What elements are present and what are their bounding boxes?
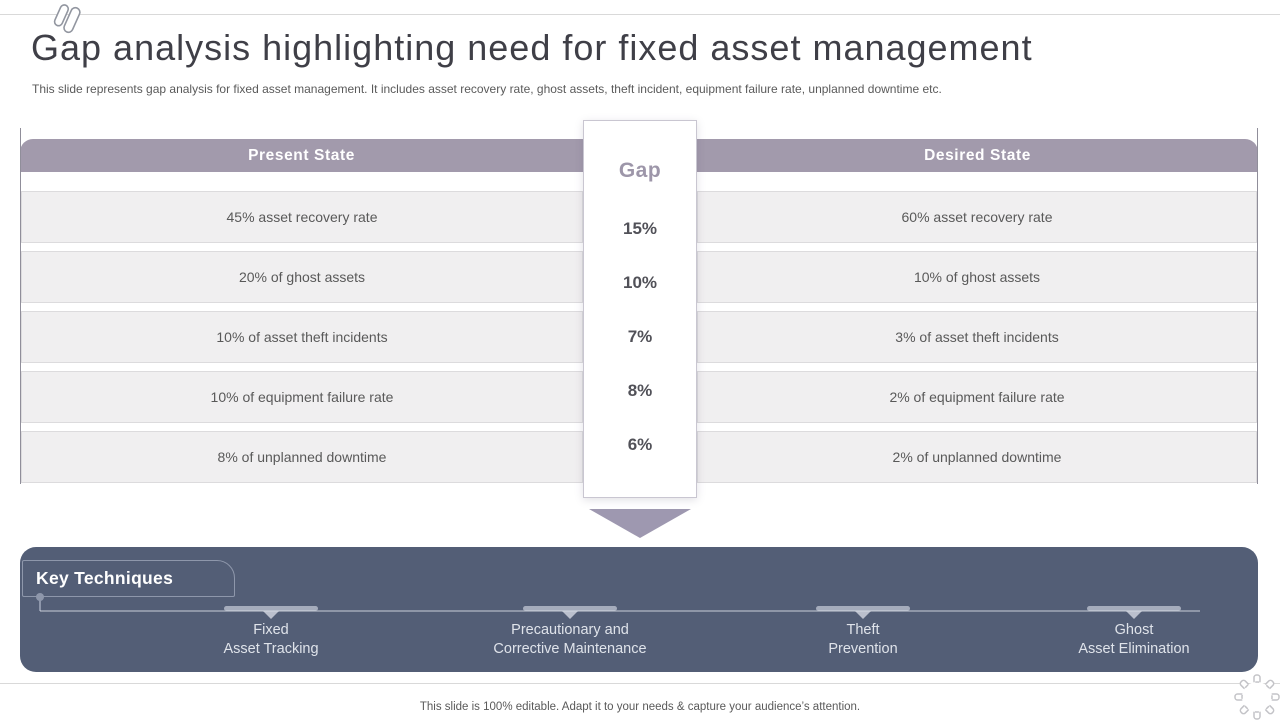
technique-tick-bar: [1087, 606, 1181, 611]
gap-value: 6%: [627, 435, 653, 454]
technique-tick-bar: [224, 606, 318, 611]
gap-value: 10%: [622, 273, 658, 292]
table-row-desired: 10% of ghost assets: [697, 251, 1257, 303]
technique-tick-arrow-icon: [562, 611, 578, 619]
top-divider: [0, 14, 1280, 15]
gap-column-panel: Gap 15% 10% 7% 8% 6%: [583, 120, 697, 498]
footer-note: This slide is 100% editable. Adapt it to…: [419, 701, 861, 713]
gap-value: 8%: [627, 381, 653, 400]
table-row-present: 20% of ghost assets: [21, 251, 583, 303]
slide-description: This slide represents gap analysis for f…: [32, 82, 942, 96]
technique-line2: Asset Tracking: [223, 641, 319, 657]
connector-dot: [36, 593, 44, 601]
present-state-header: Present State: [20, 139, 583, 172]
table-row-desired: 2% of unplanned downtime: [697, 431, 1257, 483]
table-row-desired: 60% asset recovery rate: [697, 191, 1257, 243]
technique-tick-bar: [523, 606, 617, 611]
technique-tick-arrow-icon: [855, 611, 871, 619]
gap-value: 15%: [622, 219, 658, 238]
technique-item: Precautionary and Corrective Maintenance: [455, 621, 685, 659]
desired-state-header: Desired State: [697, 139, 1258, 172]
gap-header: Gap: [618, 159, 662, 182]
footer-divider: [0, 683, 1280, 684]
gear-icon: [1234, 674, 1280, 720]
technique-line2: Corrective Maintenance: [493, 641, 647, 657]
table-row-desired: 3% of asset theft incidents: [697, 311, 1257, 363]
technique-line1: Fixed: [253, 622, 289, 638]
table-left-border: [20, 128, 21, 484]
table-row-present: 8% of unplanned downtime: [21, 431, 583, 483]
technique-tick-arrow-icon: [263, 611, 279, 619]
technique-item: Theft Prevention: [748, 621, 978, 659]
technique-line2: Prevention: [828, 641, 898, 657]
technique-line1: Theft: [846, 622, 880, 638]
technique-line1: Ghost: [1114, 622, 1154, 638]
table-row-present: 10% of asset theft incidents: [21, 311, 583, 363]
table-row-present: 10% of equipment failure rate: [21, 371, 583, 423]
technique-item: Ghost Asset Elimination: [1019, 621, 1249, 659]
technique-line2: Asset Elimination: [1078, 641, 1190, 657]
down-arrow-icon: [589, 509, 691, 538]
technique-tick-bar: [816, 606, 910, 611]
key-techniques-title: Key Techniques: [22, 560, 235, 597]
connector-horizontal-line: [40, 610, 1200, 612]
table-right-border: [1257, 128, 1258, 484]
gap-value: 7%: [627, 327, 653, 346]
technique-tick-arrow-icon: [1126, 611, 1142, 619]
technique-line1: Precautionary and: [511, 622, 629, 638]
table-row-present: 45% asset recovery rate: [21, 191, 583, 243]
connector-vertical-line: [39, 599, 41, 611]
table-row-desired: 2% of equipment failure rate: [697, 371, 1257, 423]
paperclip-bars-icon: [53, 4, 81, 34]
technique-item: Fixed Asset Tracking: [156, 621, 386, 659]
page-title: Gap analysis highlighting need for fixed…: [31, 27, 1033, 68]
